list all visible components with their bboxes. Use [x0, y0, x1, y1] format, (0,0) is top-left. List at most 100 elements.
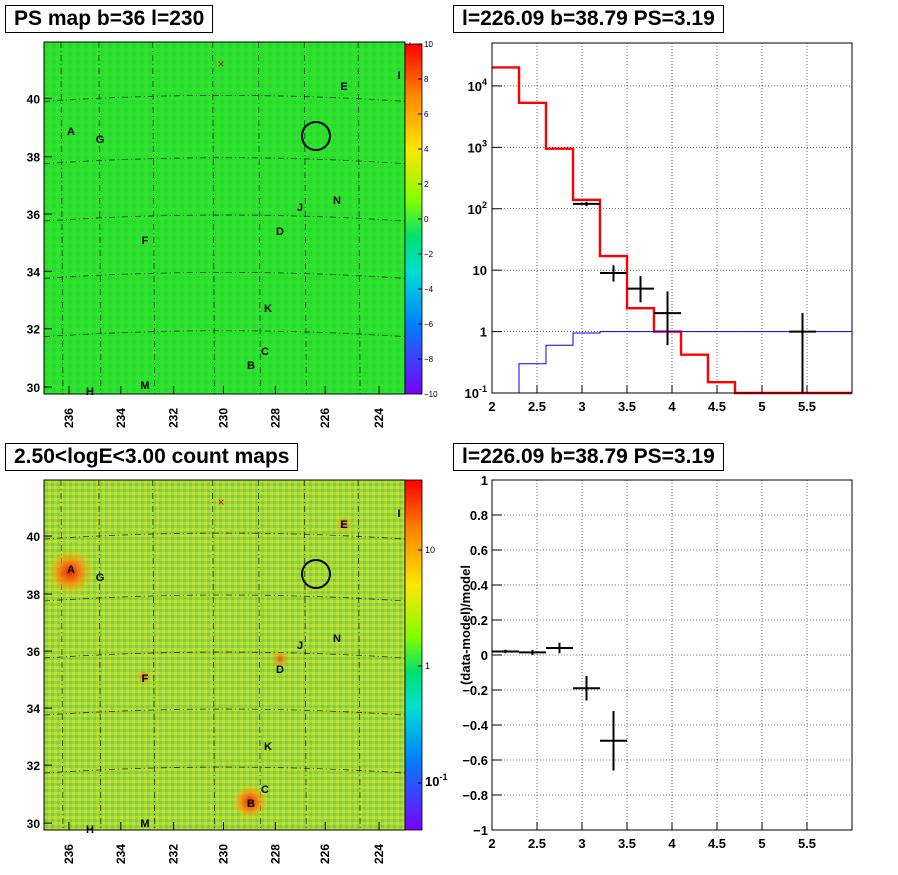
graticule-lat-line	[43, 594, 406, 602]
x-tick-label: 234	[114, 844, 128, 864]
y-tick-label: 38	[27, 151, 41, 165]
residual-point	[546, 642, 573, 654]
x-tick-label: 236	[62, 408, 76, 428]
source-label: I	[397, 70, 400, 82]
source-label: G	[96, 134, 105, 146]
source-label: N	[333, 633, 341, 645]
colorbar-tick-label: 6	[424, 110, 429, 119]
selected-position-circle	[301, 121, 331, 151]
colorbar-tick-label: 10	[424, 40, 433, 49]
spectrum-title: l=226.09 b=38.79 PS=3.19	[453, 5, 724, 33]
colorbar-tick-label: −4	[424, 285, 434, 294]
x-tick-label: 228	[268, 844, 282, 864]
colorbar-tick-label: −10	[424, 390, 438, 399]
source-label: N	[333, 195, 341, 207]
source-label: E	[340, 81, 347, 93]
graticule-lat-line	[43, 766, 406, 774]
colorbar-tick-label: 10-1	[425, 772, 447, 789]
y-tick-label: 36	[27, 208, 41, 222]
y-tick-label: 34	[27, 702, 41, 716]
x-tick-label: 230	[217, 408, 231, 428]
x-tick-label: 232	[167, 844, 181, 864]
graticule-lat-line	[43, 708, 406, 716]
data-point	[627, 276, 654, 303]
source-hotspot-b	[232, 784, 268, 820]
y-tick-label: 0.8	[470, 508, 488, 523]
y-tick-label: 103	[468, 138, 487, 155]
y-tick-label: 104	[468, 77, 487, 94]
source-hotspot-f	[135, 668, 153, 686]
colorbar-tick-label: 2	[424, 180, 429, 189]
source-hotspot-a	[46, 548, 94, 596]
colorbar-tick-label: 1	[425, 661, 430, 671]
residual-point	[573, 676, 600, 701]
graticule-lat-line	[43, 214, 406, 222]
y-tick-label: 30	[27, 381, 41, 395]
colorbar-tick-label: 0	[424, 215, 429, 224]
y-tick-label: 10-1	[465, 384, 487, 401]
x-tick-label: 230	[217, 844, 231, 864]
source-label: E	[340, 519, 347, 531]
y-tick-label: 1	[481, 473, 488, 488]
source-label: A	[67, 564, 75, 576]
source-label: D	[276, 664, 284, 676]
y-tick-label: 32	[27, 759, 41, 773]
model-total-line	[492, 66, 852, 395]
data-point	[789, 313, 816, 393]
x-tick-label: 5	[758, 399, 765, 414]
x-tick-label: 3	[578, 399, 585, 414]
graticule-lon-line	[60, 479, 64, 831]
x-tick-label: 228	[268, 408, 282, 428]
x-tick-label: 232	[167, 408, 181, 428]
y-tick-label: 38	[27, 588, 41, 602]
source-label: F	[142, 673, 149, 685]
x-tick-label: 4	[668, 836, 676, 851]
source-label: F	[142, 235, 149, 247]
x-tick-label: 4.5	[708, 836, 726, 851]
count-map-colorbar: 10 1 10-1	[404, 479, 447, 831]
x-tick-label: 2	[488, 836, 495, 851]
source-label: G	[96, 572, 105, 584]
y-tick-label: 36	[27, 645, 41, 659]
graticule-lon-line	[98, 479, 102, 831]
source-label: D	[276, 226, 284, 238]
graticule-lat-line	[43, 94, 406, 102]
source-label: K	[264, 741, 272, 753]
cross-mark: ×	[217, 57, 224, 71]
ps-map-colorbar: 10 8 6 4 2 0 −2 −4 −6 −8 −10	[404, 40, 438, 399]
y-tick-label: −1	[473, 823, 488, 838]
graticule-lon-line	[212, 479, 215, 831]
source-label: C	[261, 346, 269, 358]
y-tick-label: −0.4	[462, 718, 488, 733]
source-label: B	[247, 798, 255, 810]
residual-point	[519, 649, 546, 655]
residual-point	[600, 711, 627, 771]
source-label: J	[297, 640, 303, 652]
model-background-line	[492, 331, 852, 394]
y-tick-label: 40	[27, 92, 41, 106]
x-tick-label: 224	[372, 408, 386, 428]
source-label: C	[261, 784, 269, 796]
residual-y-axis-label: (data-model)/model	[458, 565, 473, 685]
x-tick-label: 4	[668, 399, 676, 414]
x-tick-label: 3.5	[618, 836, 636, 851]
graticule-lon-line	[258, 479, 261, 831]
colorbar-tick-label: −2	[424, 250, 434, 259]
source-label: A	[67, 126, 75, 138]
x-tick-label: 5.5	[798, 399, 816, 414]
x-tick-label: 236	[62, 844, 76, 864]
y-tick-label: 34	[27, 265, 41, 279]
residual-title: l=226.09 b=38.79 PS=3.19	[453, 443, 724, 471]
y-tick-label: 102	[468, 200, 487, 217]
x-tick-label: 234	[114, 408, 128, 428]
x-tick-label: 224	[372, 844, 386, 864]
graticule-lat-line	[43, 271, 406, 279]
y-tick-label: 10	[473, 263, 487, 278]
graticule-lat-line	[43, 651, 406, 659]
data-point	[654, 291, 681, 346]
y-tick-label: 1	[480, 325, 487, 340]
x-tick-label: 3.5	[618, 399, 636, 414]
y-tick-label: −0.6	[462, 753, 488, 768]
source-label: I	[397, 508, 400, 520]
